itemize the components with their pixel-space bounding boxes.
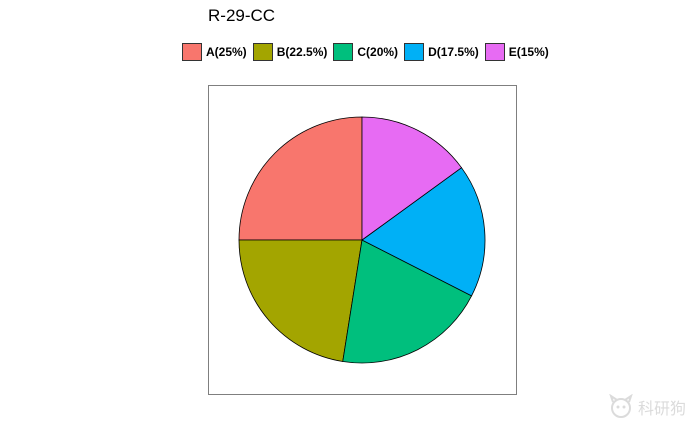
legend-swatch-a xyxy=(182,43,202,61)
legend-item-e: E(15%) xyxy=(484,43,549,61)
legend-swatch-e xyxy=(484,43,505,61)
legend-label-e: E(15%) xyxy=(508,45,549,59)
watermark-text: 科研狗 xyxy=(637,401,686,418)
legend-swatch-d xyxy=(404,43,425,61)
pie-slice-a xyxy=(238,116,363,241)
legend-label-a: A(25%) xyxy=(206,45,247,59)
watermark: 科研狗 xyxy=(608,394,686,420)
pie-slice-d xyxy=(361,167,486,297)
legend-label-b: B(22.5%) xyxy=(276,45,328,59)
legend-item-d: D(17.5%) xyxy=(404,43,479,61)
pie-slice-e xyxy=(361,116,463,241)
pie-slice-b xyxy=(238,239,363,362)
pie-slices xyxy=(238,116,486,364)
chart-legend: A(25%) B(22.5%) C(20%) D(17.5%) E(15%) xyxy=(182,41,549,63)
legend-swatch-b xyxy=(252,43,273,61)
legend-swatch-c xyxy=(333,43,354,61)
chart-title: R-29-CC xyxy=(208,6,276,25)
legend-item-c: C(20%) xyxy=(333,43,398,61)
pie-slice-c xyxy=(342,239,473,364)
legend-item-b: B(22.5%) xyxy=(252,43,328,61)
legend-item-a: A(25%) xyxy=(182,43,247,61)
plot-panel-border xyxy=(208,85,517,395)
legend-label-c: C(20%) xyxy=(357,45,399,59)
dog-face-icon xyxy=(609,394,633,418)
legend-label-d: D(17.5%) xyxy=(428,45,479,59)
